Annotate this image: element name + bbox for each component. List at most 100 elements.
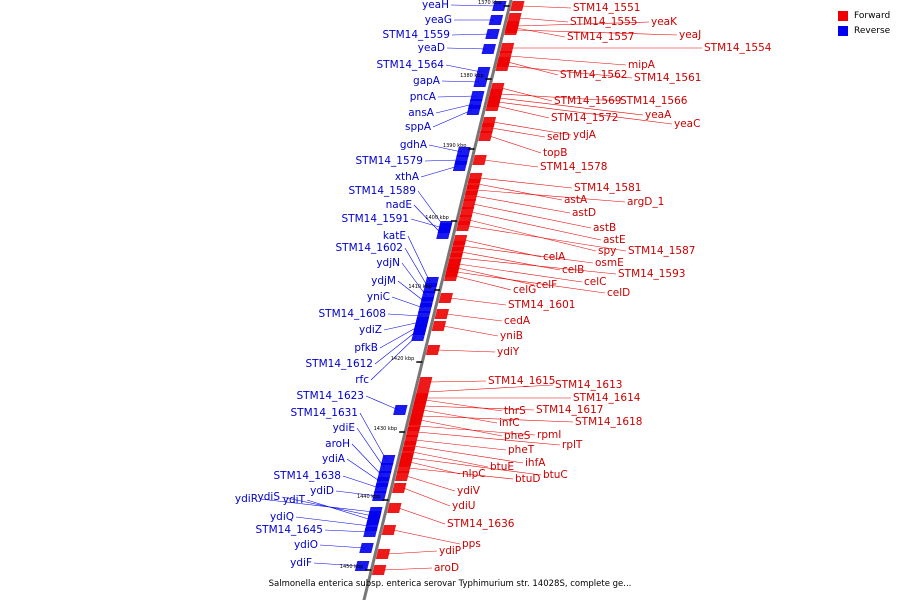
gene-feature[interactable] <box>371 565 387 575</box>
gene-feature[interactable] <box>456 147 471 157</box>
gene-label[interactable]: yeaA <box>645 109 672 121</box>
gene-label[interactable]: yeaC <box>674 118 700 130</box>
gene-label[interactable]: ydiQ <box>270 511 294 523</box>
gene-label[interactable]: STM14_1554 <box>704 42 772 54</box>
gene-feature[interactable] <box>387 503 402 513</box>
gene-feature[interactable] <box>495 61 510 71</box>
gene-feature[interactable] <box>422 283 438 293</box>
gene-label[interactable]: STM14_1578 <box>540 161 607 173</box>
gene-label[interactable]: STM14_1601 <box>508 299 575 311</box>
gene-feature[interactable] <box>425 345 441 355</box>
gene-label[interactable]: yeaK <box>651 16 678 28</box>
gene-label[interactable]: STM14_1602 <box>336 242 403 254</box>
gene-feature[interactable] <box>418 303 433 313</box>
gene-label[interactable]: infC <box>499 417 520 429</box>
gene-label[interactable]: yniB <box>500 330 523 342</box>
gene-feature[interactable] <box>478 131 493 141</box>
gene-label[interactable]: xthA <box>395 171 420 183</box>
gene-label[interactable]: STM14_1559 <box>383 29 450 41</box>
gene-feature[interactable] <box>504 25 519 35</box>
gene-feature[interactable] <box>378 463 394 473</box>
gene-label[interactable]: celF <box>536 279 557 291</box>
gene-label[interactable]: spy <box>598 245 616 257</box>
gene-label[interactable]: btuC <box>543 469 568 481</box>
gene-feature[interactable] <box>466 105 482 115</box>
gene-label[interactable]: aroH <box>325 438 350 450</box>
gene-label[interactable]: STM14_1579 <box>356 155 423 167</box>
gene-feature[interactable] <box>459 207 475 217</box>
gene-label[interactable]: astD <box>572 207 596 219</box>
gene-label[interactable]: ydiR <box>235 493 258 505</box>
gene-feature[interactable] <box>443 271 459 281</box>
gene-label[interactable]: ydiZ <box>359 324 382 336</box>
gene-label[interactable]: yeaG <box>425 14 452 26</box>
gene-label[interactable]: ydjA <box>573 129 597 141</box>
gene-feature[interactable] <box>488 15 504 25</box>
gene-label[interactable]: STM14_1623 <box>297 390 364 402</box>
gene-feature[interactable] <box>481 44 496 54</box>
gene-label[interactable]: astE <box>603 234 626 246</box>
gene-label[interactable]: ydiT <box>283 494 306 506</box>
gene-label[interactable]: STM14_1581 <box>574 182 641 194</box>
gene-feature[interactable] <box>372 491 387 501</box>
gene-label[interactable]: STM14_1572 <box>551 112 618 124</box>
gene-label[interactable]: katE <box>383 230 406 242</box>
gene-label[interactable]: gapA <box>413 75 441 87</box>
gene-label[interactable]: STM14_1617 <box>536 404 603 416</box>
gene-feature[interactable] <box>375 549 391 559</box>
gene-label[interactable]: ydiA <box>322 453 346 465</box>
gene-label[interactable]: sppA <box>405 121 432 133</box>
gene-label[interactable]: ydiP <box>439 545 461 557</box>
gene-label[interactable]: nlpC <box>462 468 486 480</box>
gene-label[interactable]: ansA <box>408 107 435 119</box>
gene-feature[interactable] <box>393 405 408 415</box>
gene-feature[interactable] <box>472 155 487 165</box>
gene-feature[interactable] <box>391 483 407 493</box>
gene-feature[interactable] <box>456 221 471 231</box>
gene-label[interactable]: btuE <box>490 461 514 473</box>
gene-label[interactable]: STM14_1557 <box>567 31 634 43</box>
gene-label[interactable]: STM14_1589 <box>349 185 416 197</box>
gene-label[interactable]: pheT <box>508 444 535 456</box>
gene-label[interactable]: pncA <box>410 91 437 103</box>
gene-label[interactable]: STM14_1561 <box>634 72 701 84</box>
gene-label[interactable]: aroD <box>434 562 459 574</box>
gene-feature[interactable] <box>499 43 515 53</box>
gene-label[interactable]: STM14_1569 <box>554 95 621 107</box>
gene-feature[interactable] <box>475 67 491 77</box>
gene-label[interactable]: STM14_1638 <box>274 470 341 482</box>
gene-label[interactable]: btuD <box>515 473 541 485</box>
gene-label[interactable]: topB <box>543 147 567 159</box>
gene-label[interactable]: osmE <box>595 257 624 269</box>
gene-label[interactable]: ydiS <box>258 491 281 503</box>
gene-label[interactable]: ydiO <box>294 539 318 551</box>
gene-label[interactable]: ydjM <box>371 275 396 287</box>
gene-label[interactable]: STM14_1618 <box>575 416 642 428</box>
gene-label[interactable]: STM14_1636 <box>447 518 515 530</box>
gene-feature[interactable] <box>405 427 421 437</box>
gene-label[interactable]: mipA <box>628 59 656 71</box>
gene-label[interactable]: ydiE <box>333 422 355 434</box>
gene-feature[interactable] <box>373 483 389 493</box>
gene-feature[interactable] <box>394 471 410 481</box>
gene-label[interactable]: STM14_1631 <box>291 407 358 419</box>
legend-reverse[interactable]: Reverse <box>838 23 890 38</box>
gene-label[interactable]: STM14_1587 <box>628 245 695 257</box>
gene-feature[interactable] <box>486 97 502 107</box>
gene-label[interactable]: yeaH <box>422 0 449 11</box>
gene-label[interactable]: celD <box>607 287 630 299</box>
gene-label[interactable]: STM14_1593 <box>618 268 685 280</box>
gene-label[interactable]: STM14_1566 <box>620 95 688 107</box>
gene-label[interactable]: nadE <box>386 199 412 211</box>
gene-feature[interactable] <box>480 123 495 133</box>
gene-feature[interactable] <box>417 377 433 387</box>
gene-feature[interactable] <box>438 293 453 303</box>
gene-label[interactable]: yeaJ <box>679 29 701 41</box>
gene-label[interactable]: STM14_1555 <box>570 16 637 28</box>
gene-label[interactable]: yeaD <box>418 42 445 54</box>
gene-label[interactable]: thrS <box>504 405 526 417</box>
gene-label[interactable]: celG <box>513 284 536 296</box>
gene-label[interactable]: STM14_1614 <box>573 392 641 404</box>
gene-label[interactable]: ydjN <box>376 257 400 269</box>
gene-feature[interactable] <box>431 321 447 331</box>
